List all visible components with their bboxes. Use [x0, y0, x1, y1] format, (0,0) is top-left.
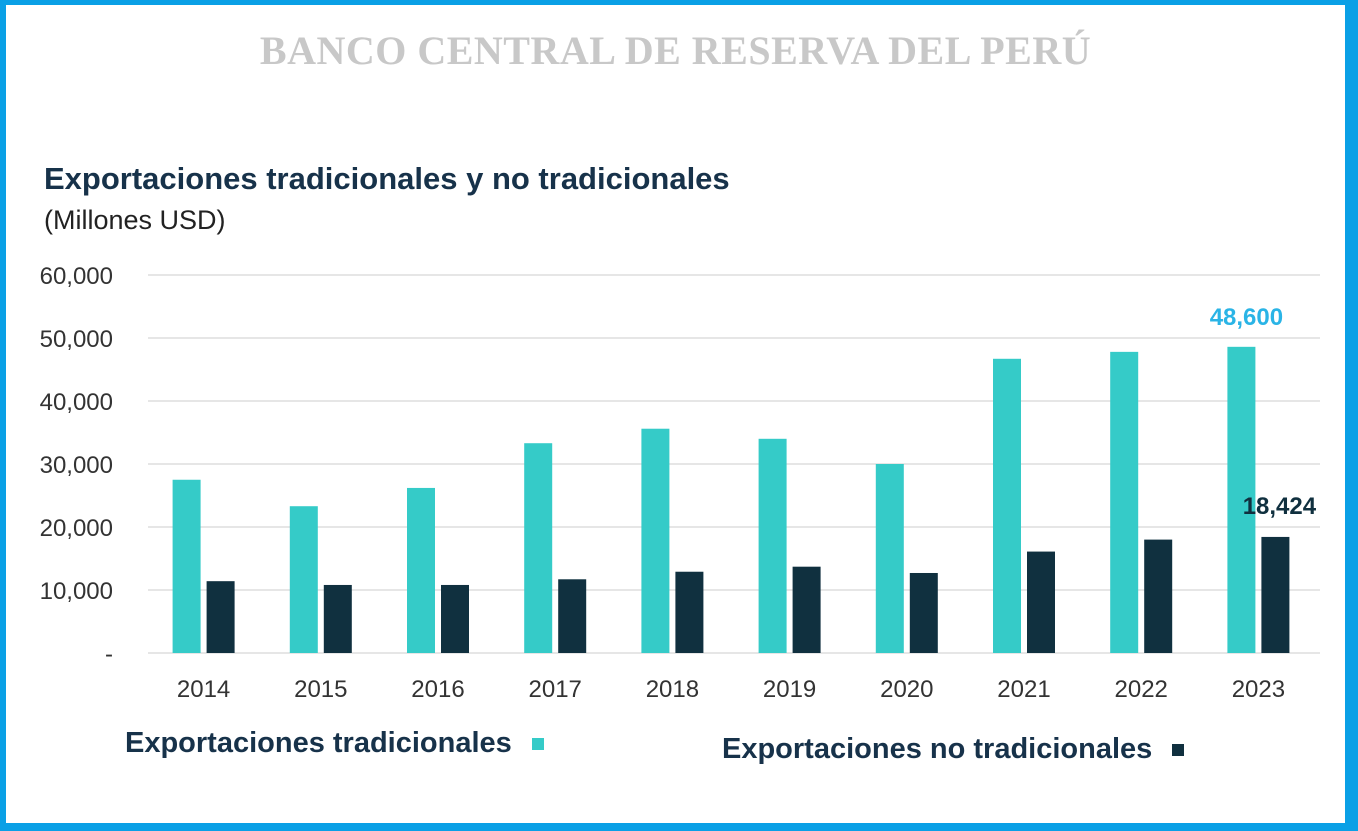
legend-swatch-tradicionales: [531, 738, 544, 751]
bar-tradicionales-2014: [172, 479, 201, 653]
bar-no-tradicionales-2020: [909, 572, 938, 653]
bar-tradicionales-2015: [289, 506, 318, 653]
bar-no-tradicionales-2016: [441, 584, 469, 653]
bar-no-tradicionales-2019: [792, 566, 821, 653]
chart-title: Exportaciones tradicionales y no tradici…: [44, 161, 730, 196]
bar-tradicionales-2022: [1110, 351, 1139, 653]
bar-tradicionales-2018: [641, 428, 670, 653]
x-tick-label: 2021: [997, 676, 1050, 703]
y-tick-label: 30,000: [40, 452, 113, 479]
y-tick-label: -: [105, 641, 113, 668]
x-tick-label: 2016: [411, 676, 464, 703]
legend-item-tradicionales: Exportaciones tradicionales: [125, 727, 544, 760]
y-tick-label: 40,000: [40, 389, 113, 416]
banner-title: BANCO CENTRAL DE RESERVA DEL PERÚ: [259, 28, 1092, 73]
data-label: 18,424: [1243, 493, 1317, 520]
legend-label-tradicionales: Exportaciones tradicionales: [125, 727, 512, 759]
legend-label-no-tradicionales: Exportaciones no tradicionales: [722, 733, 1153, 765]
x-tick-label: 2020: [880, 676, 933, 703]
bar-no-tradicionales-2015: [323, 584, 352, 653]
data-labels: 48,600 18,424: [1210, 304, 1317, 520]
x-tick-label: 2023: [1232, 676, 1285, 703]
bar-no-tradicionales-2023: [1261, 536, 1290, 653]
x-tick-label: 2014: [177, 676, 230, 703]
x-axis-labels: 2014 2015 2016 2017 2018 2019 2020 2021 2022 2023: [177, 676, 1285, 703]
bar-no-tradicionales-2022: [1144, 539, 1173, 653]
bar-tradicionales-2021: [993, 358, 1021, 653]
data-label: 48,600: [1210, 304, 1283, 331]
legend-swatch-no-tradicionales: [1172, 744, 1185, 757]
x-tick-label: 2017: [529, 676, 582, 703]
bar-tradicionales-2016: [407, 487, 435, 653]
x-tick-label: 2019: [763, 676, 816, 703]
y-tick-label: 60,000: [40, 263, 113, 290]
bar-no-tradicionales-2014: [206, 581, 235, 653]
legend-item-no-tradicionales: Exportaciones no tradicionales: [722, 733, 1185, 766]
chart-subtitle: (Millones USD): [44, 205, 226, 235]
y-axis-labels: - 10,000 20,000 30,000 40,000 50,000 60,000: [40, 263, 113, 668]
bar-tradicionales-2017: [524, 443, 553, 653]
x-tick-label: 2015: [294, 676, 347, 703]
bar-no-tradicionales-2018: [675, 571, 704, 653]
x-tick-label: 2018: [646, 676, 699, 703]
bar-tradicionales-2023: [1227, 346, 1256, 653]
bar-tradicionales-2020: [875, 464, 904, 653]
bar-no-tradicionales-2021: [1027, 551, 1055, 653]
y-tick-label: 50,000: [40, 326, 113, 353]
bar-no-tradicionales-2017: [558, 579, 587, 653]
y-tick-label: 20,000: [40, 515, 113, 542]
bar-tradicionales-2019: [758, 438, 787, 653]
y-tick-label: 10,000: [40, 578, 113, 605]
bars: [172, 346, 1290, 653]
x-tick-label: 2022: [1115, 676, 1168, 703]
